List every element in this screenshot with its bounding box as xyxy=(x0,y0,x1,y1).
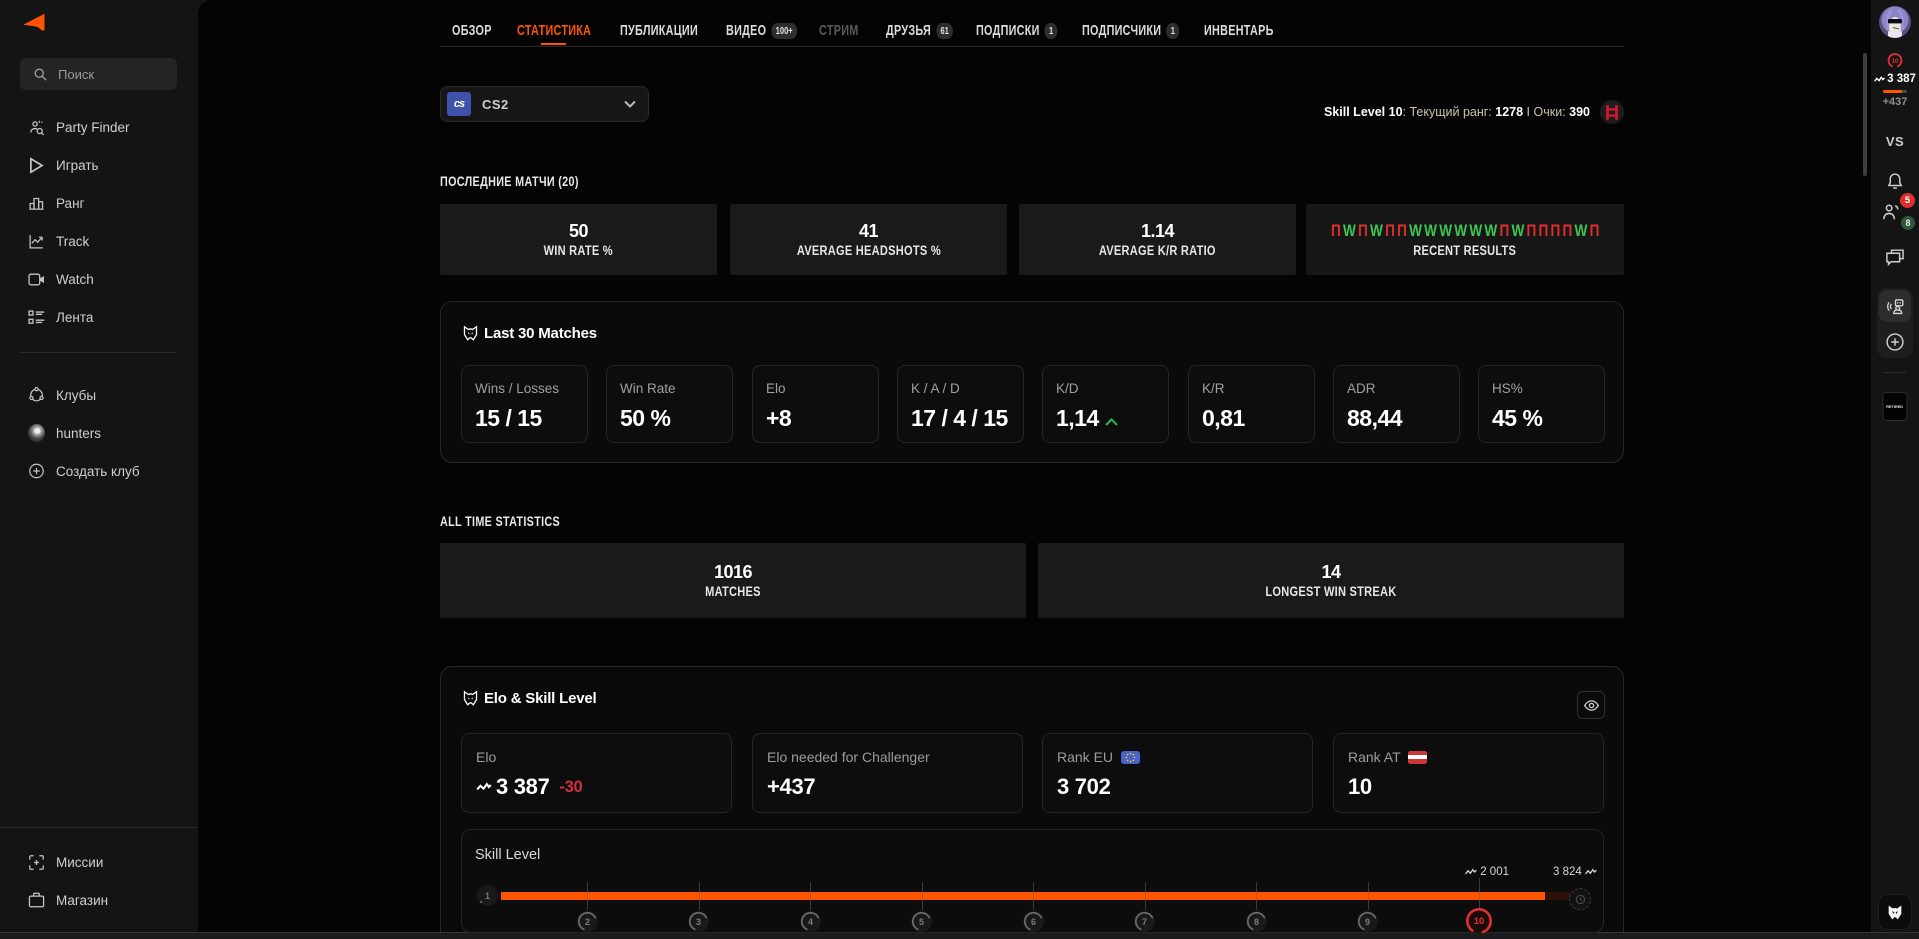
svg-text:10: 10 xyxy=(1891,58,1899,65)
